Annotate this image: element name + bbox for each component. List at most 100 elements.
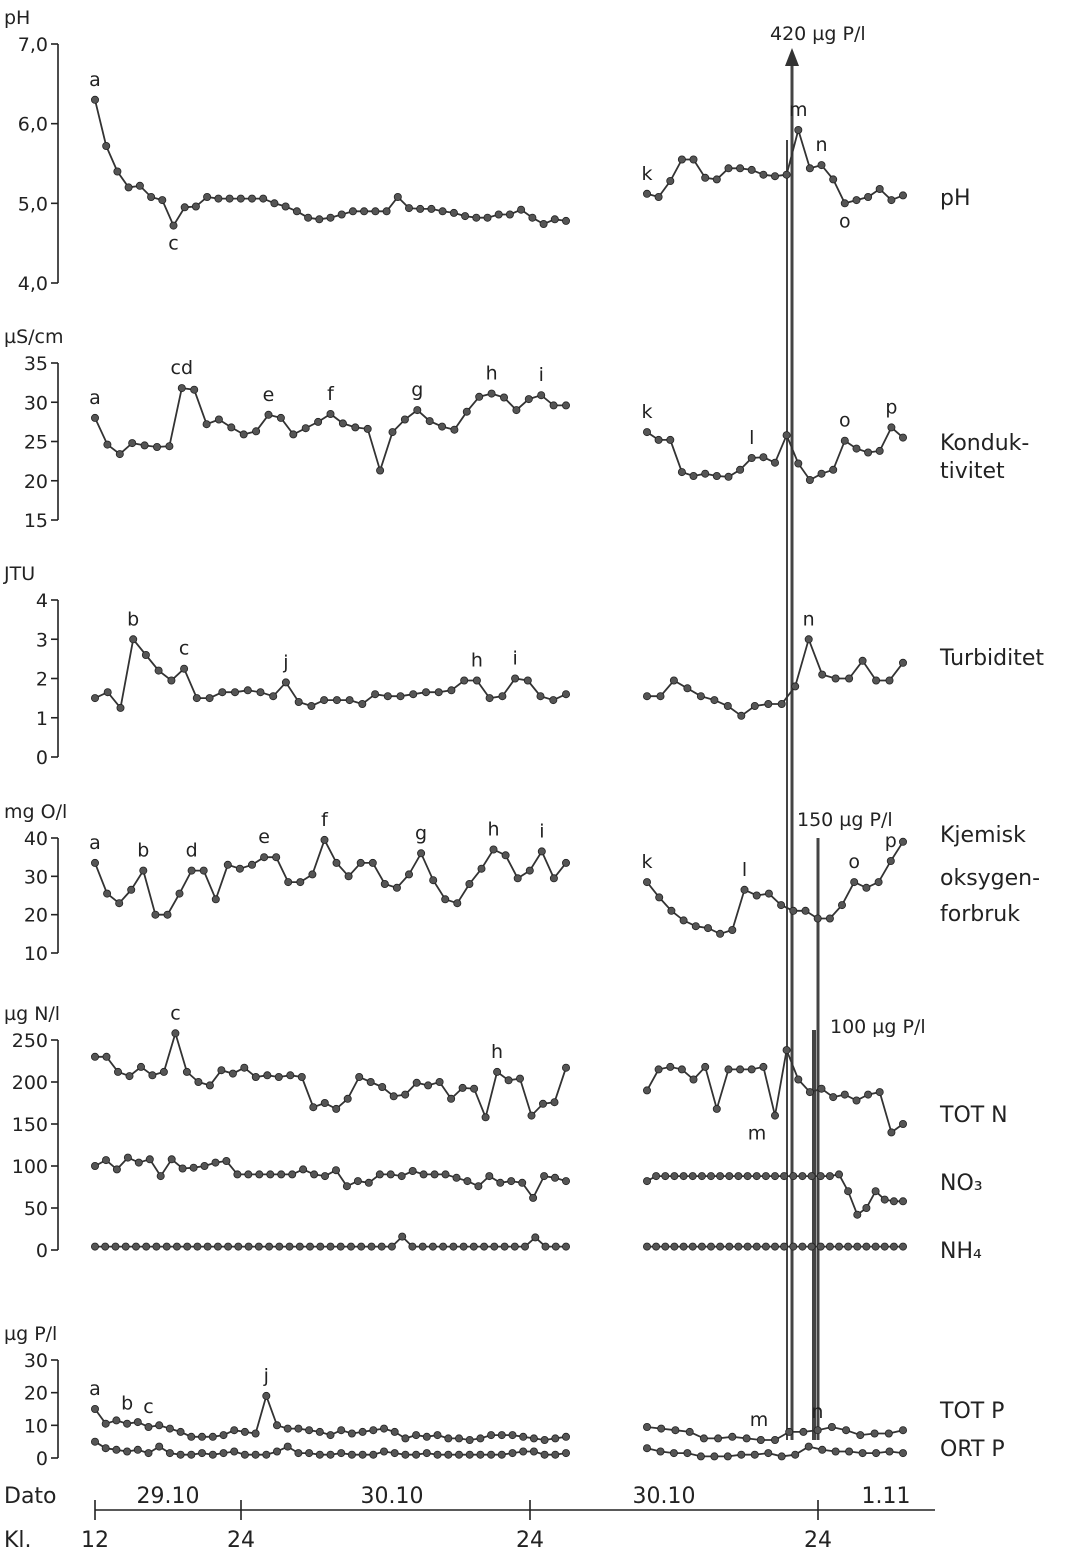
data-point [390,1427,399,1436]
nitrogen-y-tick-label: 150 [12,1114,48,1136]
cond-point-label: cd [171,357,194,379]
data-point [264,410,273,419]
data-point [211,895,220,904]
data-point [794,459,803,468]
data-point [377,1242,386,1251]
data-point [91,1405,100,1414]
panel-cod: 10 20 30 40 mg O/l Kjemisk oksygen-forbruk a b d e… [4,801,1040,965]
data-point [791,1450,800,1459]
data-point [689,155,698,164]
cond-y-tick-label: 20 [24,471,48,493]
data-point [465,1450,474,1459]
data-point [524,395,533,404]
data-point [187,1450,196,1459]
data-point [752,1242,761,1251]
data-point [347,1450,356,1459]
phosphorus-series-ort-p-right [643,1442,908,1461]
data-point [274,1073,283,1082]
data-point [562,216,571,225]
data-point [379,1447,388,1456]
ph-y-tick-label: 4,0 [18,273,48,295]
data-point [371,207,380,216]
nitrogen-y-tick-label: 0 [36,1240,48,1262]
cod-point-label: o [848,851,860,873]
data-point [716,929,725,938]
data-point [670,1172,679,1181]
data-point [497,1450,506,1459]
data-point [529,1434,538,1443]
data-point [875,184,884,193]
data-point [840,436,849,445]
data-point [270,199,279,208]
data-point [677,1065,686,1074]
ph-y-tick-label: 6,0 [18,114,48,136]
phosphorus-y-tick-label: 20 [24,1383,48,1405]
data-point [871,1242,880,1251]
data-point [716,1242,725,1251]
data-point [167,1155,176,1164]
data-point [401,1450,410,1459]
data-point [562,1242,571,1251]
data-point [734,1242,743,1251]
data-point [175,889,184,898]
data-point [326,409,335,418]
data-point [712,1104,721,1113]
data-point [807,1242,816,1251]
data-point [449,1242,458,1251]
kl-label: Kl. [4,1528,32,1553]
data-point [654,1065,663,1074]
data-point [177,384,186,393]
data-point [408,1167,417,1176]
data-point [643,692,652,701]
data-point [240,1427,249,1436]
cod-point-label: i [539,820,544,842]
data-point [562,1177,571,1186]
data-point [777,1452,786,1461]
data-point [643,878,652,887]
data-point [798,1242,807,1251]
data-point [487,1450,496,1459]
data-point [511,674,520,683]
data-point [531,1233,540,1242]
data-point [562,1063,571,1072]
data-point [780,1172,789,1181]
data-point [669,1449,678,1458]
data-point [251,1073,260,1082]
data-point [500,1242,509,1251]
data-point [724,472,733,481]
data-point [447,1094,456,1103]
data-point [704,924,713,933]
data-point [190,385,199,394]
data-point [852,196,861,205]
data-point [425,417,434,426]
data-point [375,1170,384,1179]
data-point [458,1083,467,1092]
turb-y-tick-label: 2 [36,669,48,691]
data-point [886,857,895,866]
cond-unit-label: µS/cm [4,326,64,348]
data-point [831,674,840,683]
data-point [550,215,559,224]
data-point [295,1242,304,1251]
data-point [371,690,380,699]
data-point [292,207,301,216]
time-tick-label: 24 [516,1528,544,1553]
data-point [121,1242,130,1251]
cod-y-tick-label: 30 [24,866,48,888]
turb-point-label: c [179,638,189,660]
data-point [794,126,803,135]
data-point [91,694,100,703]
data-point [643,1086,652,1095]
panel-cond: 15 20 25 30 35 µS/cm Konduk-tivitet a cd e f g h i k l o… [4,326,1029,532]
ph-y-tick-label: 5,0 [18,193,48,215]
data-point [474,1182,483,1191]
data-point [144,1423,153,1432]
data-point [850,878,859,887]
cond-point-label: i [539,364,544,386]
data-point [219,1431,228,1440]
data-point [817,161,826,170]
data-point [129,635,138,644]
data-point [887,196,896,205]
data-point [510,1242,519,1251]
data-point [654,435,663,444]
